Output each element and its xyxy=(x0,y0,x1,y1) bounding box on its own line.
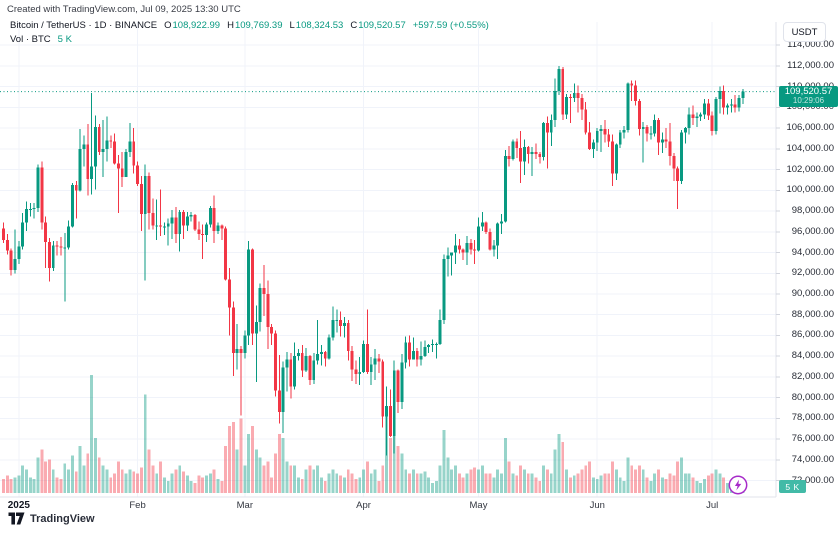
time-tick-label: Feb xyxy=(129,500,146,511)
volume-bars-group xyxy=(2,375,745,493)
price-tick-label: 80,000.00 xyxy=(791,391,834,403)
price-tick-label: 84,000.00 xyxy=(791,350,834,362)
price-tick-label: 72,000.00 xyxy=(791,474,834,486)
currency-chip[interactable]: USDT xyxy=(783,22,826,42)
price-tick-label: 100,000.00 xyxy=(786,184,834,196)
time-tick-label: Jun xyxy=(589,500,605,511)
price-tick-label: 98,000.00 xyxy=(791,205,834,217)
ohlc-item-l: L 108,324.53 xyxy=(289,20,344,31)
candles-group xyxy=(2,65,745,456)
price-tick-label: 102,000.00 xyxy=(786,163,834,175)
gridlines-group xyxy=(0,22,776,497)
bar-countdown: 10:29:06 xyxy=(792,96,825,106)
price-tick-label: 78,000.00 xyxy=(791,412,834,424)
volume-study-value: 5 K xyxy=(57,34,72,45)
watermark: Created with TradingView.com, Jul 09, 20… xyxy=(7,4,241,15)
time-tick-label: May xyxy=(469,500,488,511)
price-tick-label: 82,000.00 xyxy=(791,370,834,382)
ohlc-item-o: O 108,922.99 xyxy=(164,20,221,31)
price-tick-label: 76,000.00 xyxy=(791,433,834,445)
lightning-icon xyxy=(734,479,742,491)
volume-axis-badge: 5 K xyxy=(779,480,806,493)
price-tick-label: 88,000.00 xyxy=(791,308,834,320)
time-tick-label: Apr xyxy=(356,500,371,511)
tradingview-logo-icon[interactable] xyxy=(8,512,25,525)
time-tick-label: Jul xyxy=(706,500,719,511)
price-tick-label: 112,000.00 xyxy=(787,59,834,71)
ohlc-item-c: C 109,520.57 xyxy=(350,20,406,31)
tradingview-brand[interactable]: TradingView xyxy=(30,512,95,525)
last-price-value: 109,520.57 xyxy=(784,86,833,98)
time-tick-label: 2025 xyxy=(7,500,30,511)
boost-button[interactable] xyxy=(727,474,749,496)
volume-study-label[interactable]: Vol · BTC xyxy=(10,34,51,45)
ohlc-values: O 108,922.99 H 109,769.39 L 108,324.53 C 109,52… xyxy=(164,20,406,31)
price-tick-label: 94,000.00 xyxy=(791,246,834,258)
price-tick-label: 86,000.00 xyxy=(791,329,834,341)
legend: Bitcoin / TetherUS · 1D · BINANCE O 108,9… xyxy=(10,20,489,48)
price-tick-label: 104,000.00 xyxy=(786,142,834,154)
price-tick-label: 74,000.00 xyxy=(791,453,834,465)
price-tick-label: 92,000.00 xyxy=(791,267,834,279)
last-price-badge: 109,520.57 10:29:06 xyxy=(779,86,838,108)
axis-borders xyxy=(0,22,780,498)
symbol-title[interactable]: Bitcoin / TetherUS · 1D · BINANCE xyxy=(10,20,158,31)
price-tick-label: 114,000.00 xyxy=(787,39,834,51)
price-tick-label: 90,000.00 xyxy=(791,288,834,299)
ohlc-item-h: H 109,769.39 xyxy=(227,20,283,31)
price-tick-label: 96,000.00 xyxy=(791,225,834,237)
change-value: +597.59 (+0.55%) xyxy=(412,20,489,31)
price-tick-label: 106,000.00 xyxy=(786,122,834,134)
time-tick-label: Mar xyxy=(236,500,253,511)
footer: TradingView xyxy=(8,512,95,525)
